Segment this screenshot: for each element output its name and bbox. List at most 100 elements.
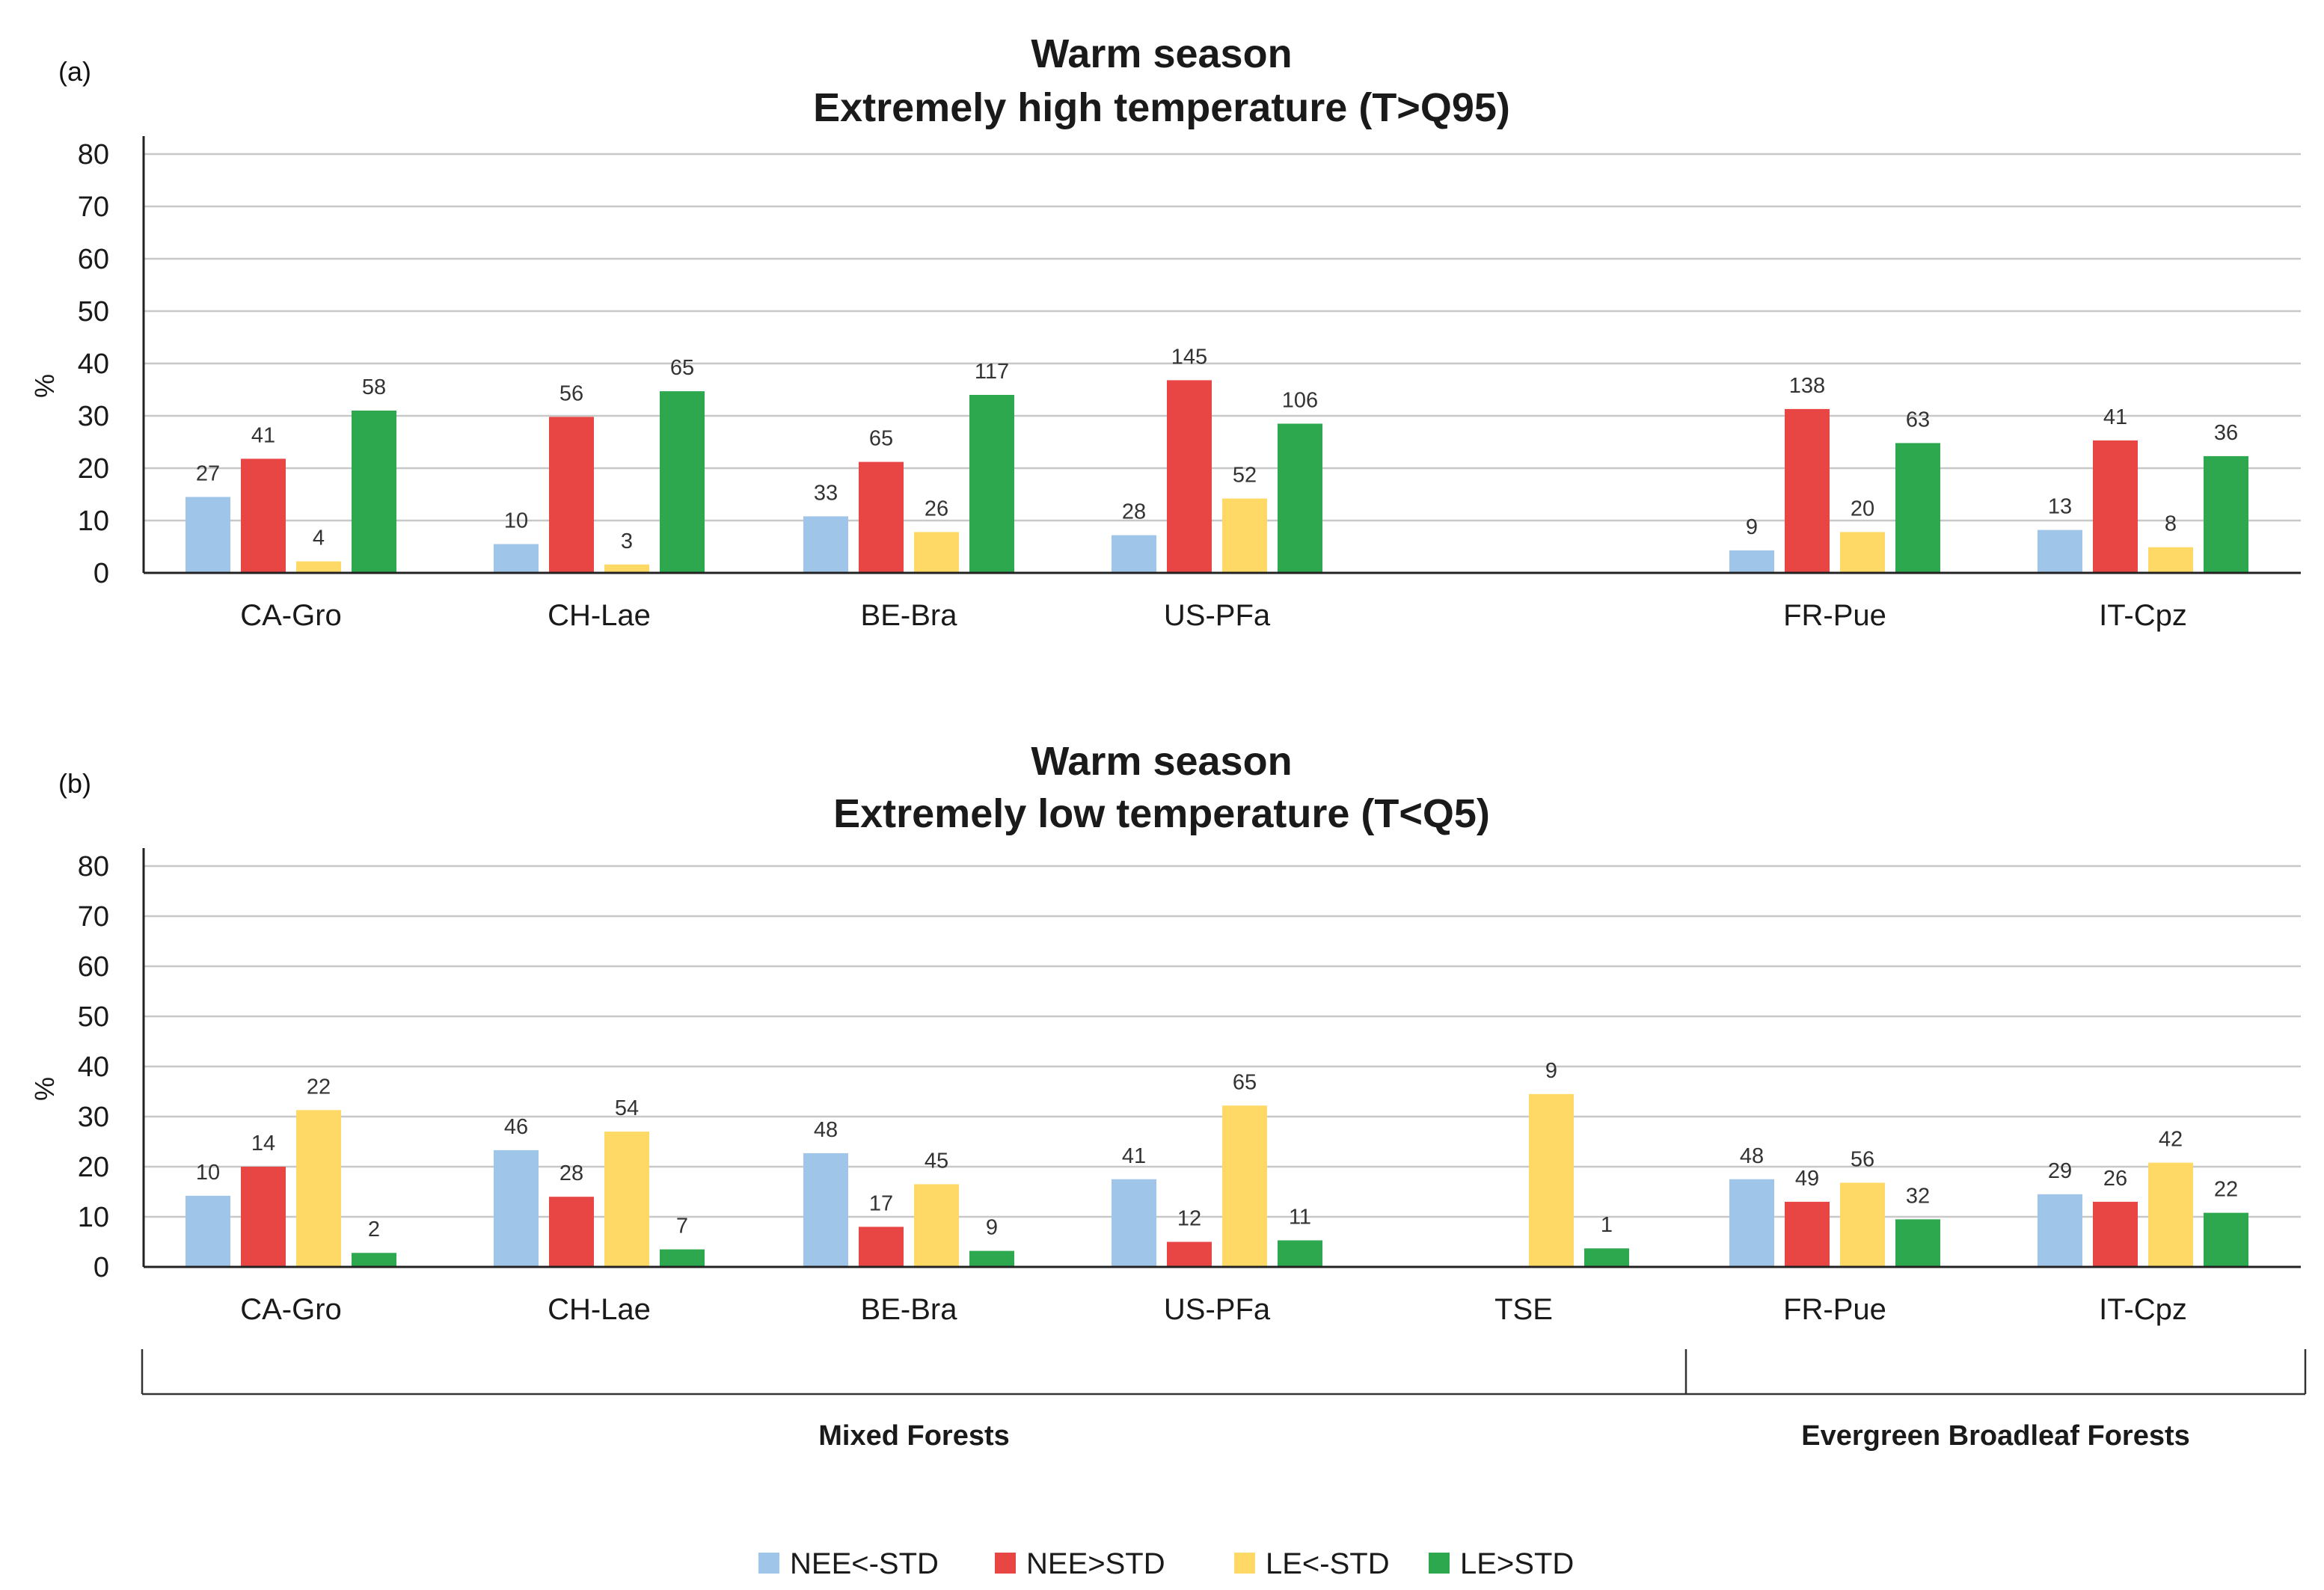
panel-b-bar bbox=[494, 1149, 539, 1267]
panel-b: (b) Warm season Extremely low temperature … bbox=[29, 739, 2301, 1326]
panel-a-data-label: 28 bbox=[1122, 500, 1146, 524]
panel-b-y-tick-label: 40 bbox=[78, 1052, 109, 1083]
panel-b-bar bbox=[186, 1195, 230, 1267]
panel-b-data-label: 7 bbox=[676, 1215, 688, 1238]
panel-a-data-label: 41 bbox=[2103, 405, 2127, 429]
panel-a-y-tick-label: 40 bbox=[78, 349, 109, 380]
panel-a-y-axis-label: % bbox=[29, 374, 60, 398]
panel-b-bar bbox=[914, 1184, 959, 1267]
panel-b-data-label: 26 bbox=[2103, 1167, 2127, 1191]
panel-b-bar bbox=[1785, 1201, 1830, 1267]
panel-a-y-tick-label: 10 bbox=[78, 506, 109, 537]
panel-b-data-label: 2 bbox=[368, 1218, 380, 1241]
panel-a-bar bbox=[2148, 547, 2193, 573]
panel-a-bar bbox=[494, 544, 539, 573]
panel-b-data-label: 9 bbox=[1545, 1059, 1557, 1083]
panel-a-data-label: 65 bbox=[670, 356, 694, 380]
panel-a-data-label: 58 bbox=[362, 375, 386, 399]
panel-a-data-label: 63 bbox=[1906, 408, 1930, 432]
panel-b-bar bbox=[1222, 1105, 1267, 1267]
panel-a-data-label: 9 bbox=[1746, 515, 1758, 539]
panel-a-data-label: 27 bbox=[196, 462, 220, 486]
panel-b-bar bbox=[969, 1250, 1014, 1267]
panel-b-bar bbox=[1112, 1179, 1156, 1267]
panel-a-y-tick-label: 30 bbox=[78, 401, 109, 432]
panel-b-data-label: 56 bbox=[1851, 1147, 1874, 1171]
forest-type-groups: Mixed Forests Evergreen Broadleaf Forests bbox=[141, 1349, 2307, 1452]
panel-a-bar bbox=[1112, 535, 1156, 573]
legend-label: NEE>STD bbox=[1026, 1547, 1165, 1580]
legend-label: LE<-STD bbox=[1266, 1547, 1390, 1580]
panel-b-data-label: 14 bbox=[251, 1132, 275, 1155]
panel-a-bar bbox=[969, 395, 1014, 573]
panel-a-data-label: 8 bbox=[2165, 512, 2177, 536]
panel-b-data-label: 48 bbox=[1740, 1144, 1764, 1168]
panel-a-bar bbox=[352, 411, 396, 573]
panel-a-y-tick-label: 80 bbox=[78, 139, 109, 171]
panel-b-data-label: 11 bbox=[1289, 1205, 1311, 1229]
panel-a-data-label: 10 bbox=[504, 509, 528, 533]
panel-b-data-label: 9 bbox=[986, 1216, 998, 1240]
panel-a-category-label: CA-Gro bbox=[240, 599, 342, 632]
panel-a-category-label: US-PFa bbox=[1164, 599, 1271, 632]
panel-b-y-tick-label: 30 bbox=[78, 1102, 109, 1133]
panel-a-bar bbox=[914, 532, 959, 573]
panel-b-bar bbox=[2038, 1194, 2082, 1267]
panel-a-y-tick-label: 70 bbox=[78, 191, 109, 223]
panel-a-bar bbox=[241, 458, 286, 573]
panel-a-data-label: 3 bbox=[621, 530, 633, 553]
panel-b-bar bbox=[1584, 1248, 1629, 1267]
panel-b-bar bbox=[549, 1197, 594, 1267]
panel-a-data-label: 26 bbox=[925, 497, 948, 521]
legend-label: LE>STD bbox=[1460, 1547, 1574, 1580]
panel-b-data-label: 22 bbox=[2214, 1178, 2238, 1202]
panel-b-data-label: 46 bbox=[504, 1115, 528, 1139]
panel-b-bar bbox=[1729, 1179, 1774, 1267]
panel-a-data-label: 52 bbox=[1233, 464, 1257, 488]
panel-b-bar bbox=[352, 1253, 396, 1267]
legend-label: NEE<-STD bbox=[790, 1547, 939, 1580]
legend-swatch bbox=[995, 1553, 1016, 1574]
panel-a-bar bbox=[660, 391, 705, 573]
panel-b-category-label: IT-Cpz bbox=[2099, 1293, 2187, 1326]
panel-b-data-label: 1 bbox=[1601, 1213, 1613, 1237]
panel-a-data-label: 13 bbox=[2048, 495, 2072, 519]
panel-b-data-label: 10 bbox=[196, 1161, 220, 1185]
panel-a-bar bbox=[1785, 408, 1830, 573]
panel-b-title: Warm season bbox=[1031, 739, 1292, 784]
panel-a-bar bbox=[186, 497, 230, 573]
panel-a-bar bbox=[296, 561, 341, 573]
panel-a-subtitle: Extremely high temperature (T>Q95) bbox=[813, 85, 1510, 130]
panel-b-data-label: 29 bbox=[2048, 1159, 2072, 1183]
panel-b-bar bbox=[604, 1132, 649, 1267]
panel-b-category-label: BE-Bra bbox=[861, 1293, 958, 1326]
legend: NEE<-STD NEE>STD LE<-STD LE>STD bbox=[758, 1547, 1574, 1580]
panel-b-y-tick-label: 50 bbox=[78, 1001, 109, 1033]
panel-b-data-label: 17 bbox=[869, 1191, 893, 1215]
panel-b-y-tick-label: 20 bbox=[78, 1152, 109, 1183]
panel-a-bar bbox=[2093, 440, 2138, 573]
panel-a-bar bbox=[2038, 530, 2082, 573]
panel-a-y-tick-label: 60 bbox=[78, 244, 109, 275]
panel-a-bar bbox=[803, 516, 848, 573]
panel-a-title: Warm season bbox=[1031, 31, 1292, 76]
panel-a-y-tick-label: 50 bbox=[78, 296, 109, 328]
panel-b-y-tick-label: 70 bbox=[78, 901, 109, 933]
group-label: Evergreen Broadleaf Forests bbox=[1801, 1420, 2190, 1452]
panel-a-category-label: CH-Lae bbox=[548, 599, 651, 632]
group-label: Mixed Forests bbox=[818, 1420, 1010, 1452]
panel-a-data-label: 56 bbox=[559, 381, 583, 405]
panel-a-data-label: 36 bbox=[2214, 421, 2238, 445]
panel-b-bar bbox=[241, 1167, 286, 1267]
panel-a-data-label: 20 bbox=[1851, 497, 1874, 521]
panel-a-data-label: 65 bbox=[869, 427, 893, 451]
panel-a-bar bbox=[1278, 423, 1322, 573]
panel-b-bar bbox=[859, 1227, 904, 1267]
panel-a-bar bbox=[549, 417, 594, 573]
panel-a-data-label: 145 bbox=[1171, 345, 1207, 369]
panel-b-data-label: 28 bbox=[559, 1161, 583, 1185]
panel-b-bar bbox=[2148, 1162, 2193, 1267]
panel-b-bar bbox=[296, 1110, 341, 1267]
panel-b-bar bbox=[803, 1152, 848, 1267]
